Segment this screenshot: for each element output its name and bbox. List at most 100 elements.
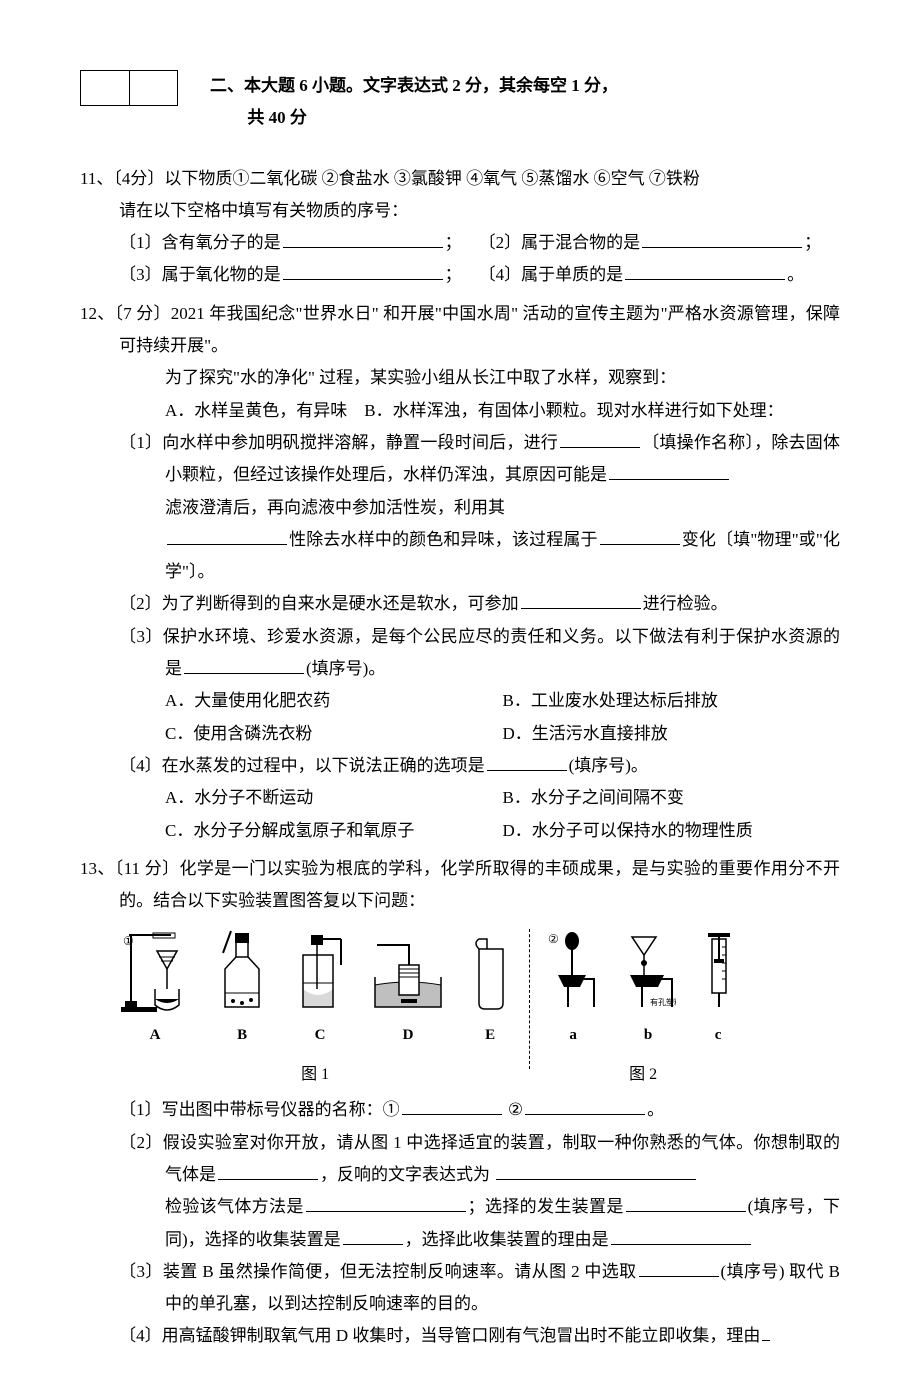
fig1-item-B: B — [213, 929, 271, 1050]
section-heading: 二、本大题 6 小题。文字表达式 2 分，其余每空 1 分， 共 40 分 — [210, 70, 618, 135]
q12-p1-blank1[interactable] — [560, 430, 640, 448]
q12-p1-blank3[interactable] — [167, 527, 287, 545]
q13-p3-a: 〔3〕装置 B 虽然操作简便，但无法控制反响速率。请从图 2 中选取 — [119, 1262, 636, 1281]
fig1-item-A: ① A — [119, 929, 191, 1050]
funnel-tube-icon: 有孔塑料板 — [620, 929, 676, 1015]
q12-p4-blank[interactable] — [487, 753, 567, 771]
q13-p3-blank[interactable] — [639, 1259, 719, 1277]
heading-line1: 二、本大题 6 小题。文字表达式 2 分，其余每空 1 分， — [210, 76, 618, 95]
q13-p1-blank1[interactable] — [402, 1097, 502, 1115]
q11-points: 〔4分〕 — [113, 169, 164, 188]
q11-p4-blank[interactable] — [625, 262, 785, 280]
dropper-tube-icon: ② — [548, 929, 598, 1015]
wash-bottle-icon — [293, 929, 347, 1015]
q11-p1-blank[interactable] — [283, 230, 443, 248]
syringe-icon — [698, 929, 738, 1015]
q12-p4-opts2: C．水分子分解成氢原子和氧原子 D．水分子可以保持水的物理性质 — [80, 815, 840, 847]
score-box — [80, 70, 178, 106]
q13-p4-blank[interactable] — [762, 1323, 770, 1341]
figure1-caption: 图 1 — [301, 1060, 329, 1090]
q13-p4: 〔4〕用高锰酸钾制取氧气用 D 收集时，当导管口刚有气泡冒出时不能立即收集，理由 — [80, 1320, 840, 1352]
q12-p3-b: (填序号)。 — [306, 659, 385, 678]
figure-1-row: ① A — [119, 929, 511, 1050]
q12-p3-blank[interactable] — [184, 656, 304, 674]
q11-p2-blank[interactable] — [642, 230, 802, 248]
figure2-caption: 图 2 — [629, 1060, 657, 1090]
q11-p3-blank[interactable] — [283, 262, 443, 280]
q12-obsA: A．水样呈黄色，有异味 — [165, 401, 347, 420]
q12-p1-blank2[interactable] — [609, 462, 729, 480]
q12-obsB: B．水样浑浊，有固体小颗粒。现对水样进行如下处理： — [364, 401, 783, 420]
figure-1-group: ① A — [119, 929, 511, 1090]
q12-p1c: 滤液澄清后，再向滤液中参加活性炭，利用其 — [80, 492, 840, 524]
q12-p3-opts1: A．大量使用化肥农药 B．工业废水处理达标后排放 — [80, 685, 840, 717]
q12-points: 〔7 分〕 — [115, 304, 171, 323]
section-heading-row: 二、本大题 6 小题。文字表达式 2 分，其余每空 1 分， 共 40 分 — [80, 70, 840, 135]
q12-p2: 〔2〕为了判断得到的自来水是硬水还是软水，可参加进行检验。 — [80, 588, 840, 620]
q11-p3-label: 〔3〕属于氧化物的是 — [119, 265, 281, 284]
q12-p1-d: 性除去水样中的颜色和异味，该过程属于 — [289, 530, 598, 549]
q13-p2-blank4[interactable] — [626, 1194, 746, 1212]
q12-obs: A．水样呈黄色，有异味 B．水样浑浊，有固体小颗粒。现对水样进行如下处理： — [80, 395, 840, 427]
marker-1: ① — [123, 934, 134, 948]
q13-p1: 〔1〕写出图中带标号仪器的名称：① ②。 — [80, 1094, 840, 1126]
q13-p1-blank2[interactable] — [525, 1097, 645, 1115]
figure-2-group: ② a — [548, 929, 738, 1090]
q13-p1-a: 〔1〕写出图中带标号仪器的名称：① — [119, 1100, 400, 1119]
q11-stem-text: 以下物质①二氧化碳 ②食盐水 ③氯酸钾 ④氧气 ⑤蒸馏水 ⑥空气 ⑦铁粉 — [164, 169, 700, 188]
q11-p4-label: 〔4〕属于单质的是 — [479, 265, 624, 284]
q11-number: 11、 — [80, 169, 113, 188]
fig2-item-c: c — [698, 929, 738, 1050]
q12-p3-optC: C．使用含磷洗衣粉 — [165, 718, 503, 750]
q12-p1-blank4[interactable] — [600, 527, 680, 545]
q12-p4-optB: B．水分子之间间隔不变 — [503, 782, 841, 814]
q13-p1-b: 。 — [647, 1100, 664, 1119]
q12-p2-blank[interactable] — [521, 591, 641, 609]
q11-p3-semi: ； — [445, 265, 462, 284]
fig2-label-c: c — [715, 1021, 722, 1050]
fig1-label-C: C — [315, 1021, 326, 1050]
q12-p4: 〔4〕在水蒸发的过程中，以下说法正确的选项是 (填序号)。 — [80, 750, 840, 782]
q13-p2-blank6[interactable] — [611, 1227, 751, 1245]
q13-p2-blank5[interactable] — [343, 1227, 403, 1245]
fig1-item-C: C — [293, 929, 347, 1050]
q13-stem-text: 化学是一门以实验为根底的学科，化学所取得的丰硕成果，是与实验的重要作用分不开的。… — [119, 859, 840, 910]
figure-2-row: ② a — [548, 929, 738, 1050]
fig2-item-b: 有孔塑料板 b — [620, 929, 676, 1050]
q13-p2-blank2[interactable] — [496, 1162, 696, 1180]
q12-p4-optD: D．水分子可以保持水的物理性质 — [503, 815, 841, 847]
q11-p1-semi: ； — [445, 233, 462, 252]
q13-p4-a: 〔4〕用高锰酸钾制取氧气用 D 收集时，当导管口刚有气泡冒出时不能立即收集，理由 — [119, 1326, 760, 1345]
q13-p2-blank3[interactable] — [306, 1194, 466, 1212]
q12-p1-a: 〔1〕向水样中参加明矾搅拌溶解，静置一段时间后，进行 — [119, 433, 558, 452]
water-trough-icon — [369, 929, 447, 1015]
fig2-label-b: b — [644, 1021, 652, 1050]
gas-bag-icon — [469, 929, 511, 1015]
q12-p3-optA: A．大量使用化肥农药 — [165, 685, 503, 717]
q13-stem: 13、〔11 分〕化学是一门以实验为根底的学科，化学所取得的丰硕成果，是与实验的… — [80, 853, 840, 918]
q12-p3: 〔3〕保护水环境、珍爱水资源，是每个公民应尽的责任和义务。以下做法有利于保护水资… — [80, 621, 840, 686]
fig2-note: 有孔塑料板 — [650, 997, 676, 1007]
question-13: 13、〔11 分〕化学是一门以实验为根底的学科，化学所取得的丰硕成果，是与实验的… — [80, 853, 840, 1353]
fig1-label-A: A — [150, 1021, 161, 1050]
q12-p4-b: (填序号)。 — [569, 756, 648, 775]
figure-divider — [529, 929, 530, 1069]
q12-p3-opts2: C．使用含磷洗衣粉 D．生活污水直接排放 — [80, 718, 840, 750]
q11-p2-semi: ； — [804, 233, 821, 252]
q11-p4-dot: 。 — [787, 265, 804, 284]
fig2-label-a: a — [569, 1021, 577, 1050]
q11-p3p4: 〔3〕属于氧化物的是 ； 〔4〕属于单质的是 。 — [80, 259, 840, 291]
fig1-label-B: B — [237, 1021, 247, 1050]
q12-p4-optC: C．水分子分解成氢原子和氧原子 — [165, 815, 503, 847]
q12-p4-a: 〔4〕在水蒸发的过程中，以下说法正确的选项是 — [119, 756, 485, 775]
q11-line2: 请在以下空格中填写有关物质的序号： — [80, 195, 840, 227]
q12-p4-opts1: A．水分子不断运动 B．水分子之间间隔不变 — [80, 782, 840, 814]
q12-p3-optD: D．生活污水直接排放 — [503, 718, 841, 750]
q12-stem1: 12、〔7 分〕2021 年我国纪念"世界水日" 和开展"中国水周" 活动的宣传… — [80, 298, 840, 363]
q13-figures: ① A — [119, 929, 840, 1090]
q13-p2-cont: 检验该气体方法是；选择的发生装置是(填序号，下同)，选择的收集装置是，选择此收集… — [80, 1191, 840, 1256]
fig1-label-D: D — [403, 1021, 414, 1050]
q12-p1d: 性除去水样中的颜色和异味，该过程属于变化〔填"物理"或"化学"〕。 — [80, 524, 840, 589]
q13-p2-blank1[interactable] — [218, 1162, 318, 1180]
fig2-item-a: ② a — [548, 929, 598, 1050]
